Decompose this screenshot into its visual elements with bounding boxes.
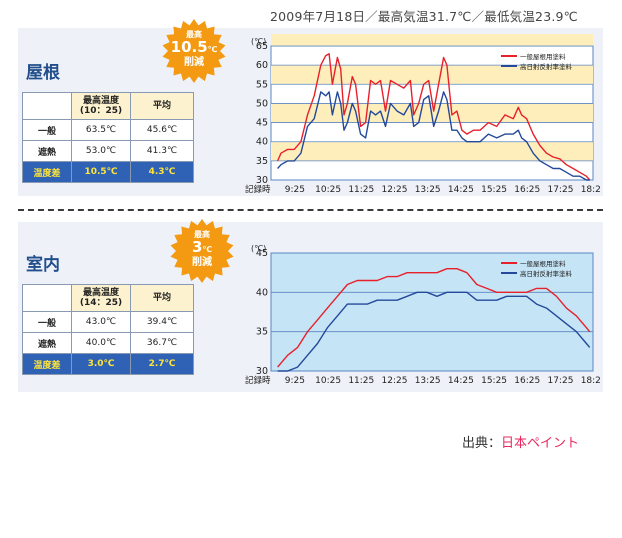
- roof-reduction-badge: 最高 10.5℃ 削減: [161, 18, 227, 84]
- table-corner: [22, 284, 72, 312]
- x-tick-label: 12:25: [382, 376, 408, 386]
- row-label: 一般: [22, 311, 72, 333]
- badge-label-top: 最高: [186, 30, 202, 39]
- x-tick-label: 17:25: [547, 185, 573, 195]
- table-row: 遮熱 53.0℃ 41.3℃: [22, 140, 194, 162]
- x-tick-label: 18:25: [581, 185, 601, 195]
- cell-avg: 4.3℃: [130, 161, 194, 183]
- source-credit: 出典：日本ペイント: [462, 432, 579, 451]
- x-tick-label: 13:25: [415, 376, 441, 386]
- row-label: 温度差: [22, 353, 72, 375]
- row-label: 温度差: [22, 161, 72, 183]
- x-tick-label: 14:25: [448, 185, 474, 195]
- source-link[interactable]: 日本ペイント: [501, 436, 580, 451]
- cell-max: 40.0℃: [71, 332, 131, 354]
- x-tick-label: 11:25: [348, 185, 374, 195]
- grid-band: [271, 34, 593, 46]
- x-tick-label: 14:25: [448, 376, 474, 386]
- x-tick-label: 18:25: [581, 376, 601, 386]
- badge-label-top: 最高: [194, 230, 210, 239]
- cell-avg: 2.7℃: [130, 353, 194, 375]
- room-temperature-table: 最高温度 (14：25) 平均 一般 43.0℃ 39.4℃ 遮熱 40.0℃ 3…: [22, 284, 194, 375]
- x-tick-label: 9:25: [285, 376, 305, 386]
- x-tick-label: 10:25: [315, 185, 341, 195]
- cell-avg: 41.3℃: [130, 140, 194, 162]
- x-tick-label: 12:25: [382, 185, 408, 195]
- table-corner: [22, 92, 72, 120]
- room-reduction-badge: 最高 3℃ 削減: [169, 218, 235, 284]
- row-label: 遮熱: [22, 332, 72, 354]
- series-line: [277, 268, 591, 368]
- row-label: 遮熱: [22, 140, 72, 162]
- y-tick-label: 30: [256, 366, 268, 377]
- cell-avg: 36.7℃: [130, 332, 194, 354]
- cell-max: 63.5℃: [71, 119, 131, 141]
- y-tick-label: 40: [256, 137, 268, 148]
- y-tick-label: 65: [256, 41, 268, 52]
- grid-band: [271, 141, 593, 161]
- series-line: [277, 91, 590, 181]
- badge-value: 10.5℃: [170, 38, 218, 56]
- cell-avg: 39.4℃: [130, 311, 194, 333]
- x-tick-label: 11:25: [348, 376, 374, 386]
- starburst-icon: [170, 219, 234, 283]
- header-max-temp: 最高温度 (10：25): [71, 92, 131, 120]
- y-tick-label: 45: [256, 248, 268, 259]
- legend-entry: 高日射反射率塗料: [520, 269, 573, 278]
- table-row: 一般 63.5℃ 45.6℃: [22, 119, 194, 141]
- series-line: [276, 53, 591, 181]
- chart-caption: 2009年7月18日／最高気温31.7℃／最低気温23.9℃: [270, 9, 578, 24]
- row-label: 一般: [22, 119, 72, 141]
- table-row-difference: 温度差 10.5℃ 4.3℃: [22, 161, 194, 183]
- legend-entry: 高日射反射率塗料: [520, 62, 573, 71]
- table-row-difference: 温度差 3.0℃ 2.7℃: [22, 353, 194, 375]
- x-axis-label: 記録時: [245, 184, 271, 195]
- x-tick-label: 13:25: [415, 185, 441, 195]
- x-axis-label: 記録時: [245, 375, 271, 386]
- header-max-temp: 最高温度 (14：25): [71, 284, 131, 312]
- room-title: 室内: [26, 255, 60, 275]
- cell-max: 3.0℃: [71, 353, 131, 375]
- x-tick-label: 16:25: [514, 376, 540, 386]
- cell-avg: 45.6℃: [130, 119, 194, 141]
- x-tick-label: 15:25: [481, 376, 507, 386]
- y-tick-label: 45: [256, 118, 268, 129]
- x-tick-label: 9:25: [285, 185, 305, 195]
- x-tick-label: 15:25: [481, 185, 507, 195]
- y-tick-label: 35: [256, 156, 268, 167]
- starburst-icon: [162, 19, 226, 83]
- y-tick-label: 35: [256, 327, 268, 338]
- x-tick-label: 10:25: [315, 376, 341, 386]
- roof-title: 屋根: [26, 63, 60, 83]
- cell-max: 10.5℃: [71, 161, 131, 183]
- table-row: 一般 43.0℃ 39.4℃: [22, 311, 194, 333]
- badge-value: 3℃: [191, 238, 213, 256]
- y-tick-label: 60: [256, 60, 268, 71]
- y-tick-label: 40: [256, 287, 268, 298]
- unit-label: (℃): [251, 244, 266, 253]
- roof-temperature-chart: 30 35 40 45 50 55 60 65(℃) 記録時 9:25 10:25 11:25 12:2…: [245, 34, 601, 195]
- section-divider: [18, 209, 603, 211]
- badge-label-bottom: 削減: [192, 257, 212, 268]
- badge-label-bottom: 削減: [184, 57, 204, 68]
- series-line: [277, 291, 591, 372]
- cell-max: 53.0℃: [71, 140, 131, 162]
- cell-max: 43.0℃: [71, 311, 131, 333]
- legend-entry: 一般屋根用塗料: [520, 52, 566, 61]
- x-tick-label: 16:25: [514, 185, 540, 195]
- header-average: 平均: [130, 92, 194, 120]
- y-tick-label: 50: [256, 98, 268, 109]
- x-tick-label: 17:25: [547, 376, 573, 386]
- y-tick-label: 30: [256, 175, 268, 186]
- source-prefix: 出典：: [462, 436, 502, 451]
- table-row: 遮熱 40.0℃ 36.7℃: [22, 332, 194, 354]
- roof-temperature-table: 最高温度 (10：25) 平均 一般 63.5℃ 45.6℃ 遮熱 53.0℃ 4…: [22, 92, 194, 183]
- unit-label: (℃): [251, 37, 266, 46]
- legend-entry: 一般屋根用塗料: [520, 259, 566, 268]
- header-average: 平均: [130, 284, 194, 312]
- y-tick-label: 55: [256, 79, 268, 90]
- room-temperature-chart: 30 35 40 45(℃) 記録時 9:25 10:25 11:25 12:25 13:25 14…: [245, 244, 601, 386]
